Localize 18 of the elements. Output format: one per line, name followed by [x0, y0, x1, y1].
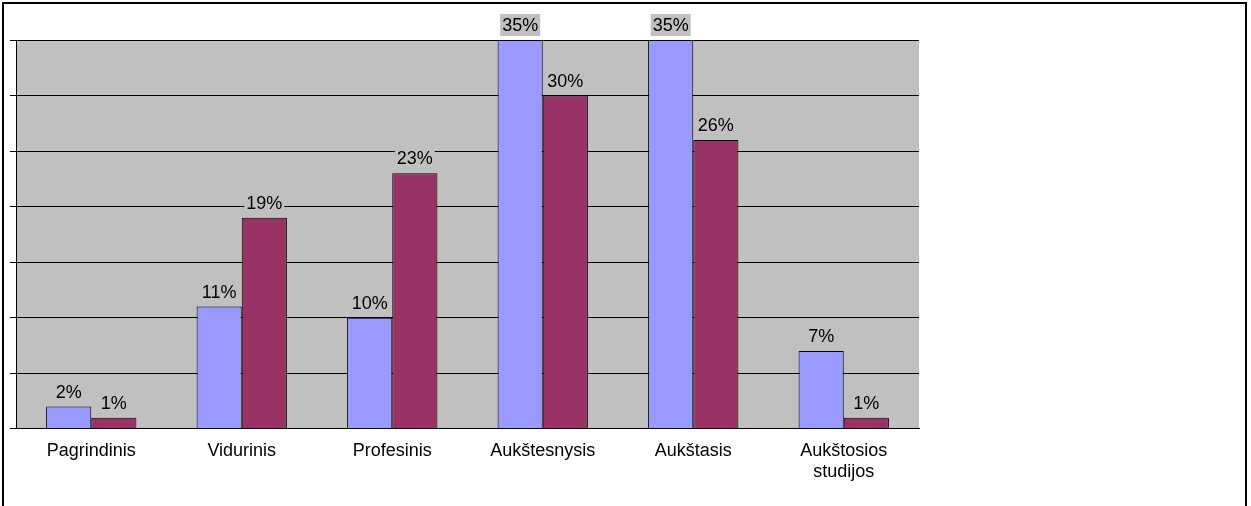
data-label: 10%	[351, 292, 388, 313]
x-tick-label: Pagrindinis	[46, 439, 136, 460]
x-tick-label: Aukštosios studijos	[800, 439, 888, 482]
data-label: 35%	[502, 14, 539, 35]
data-label: 26%	[697, 114, 734, 135]
data-label: 1%	[853, 392, 880, 413]
data-label: 1%	[100, 392, 127, 413]
data-label: 35%	[652, 14, 689, 35]
data-label: 2%	[55, 381, 82, 402]
data-label: 30%	[547, 70, 584, 91]
x-tick-label: Aukštesnysis	[490, 439, 596, 460]
x-tick-label: Profesinis	[352, 439, 432, 460]
x-tick-label: Vidurinis	[207, 439, 277, 460]
data-label: 19%	[246, 192, 283, 213]
data-label: 7%	[808, 326, 835, 347]
x-tick-label: Aukštasis	[654, 439, 732, 460]
data-label: 11%	[201, 281, 237, 302]
data-label: 23%	[396, 148, 433, 169]
